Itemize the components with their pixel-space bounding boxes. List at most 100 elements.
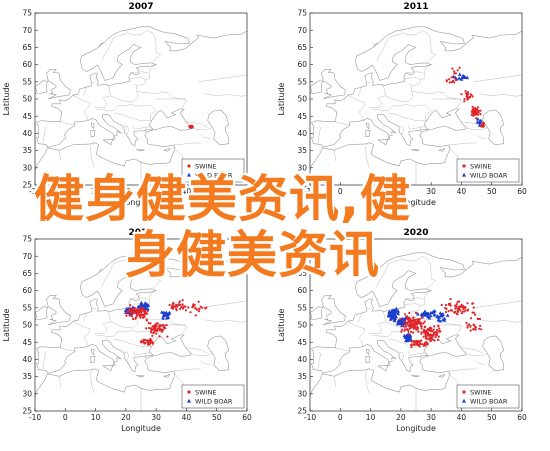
country-border [385,83,414,103]
swine-point [460,312,463,315]
swine-point [198,307,201,311]
swine-point [151,334,154,337]
swine-point [410,323,413,326]
swine-point [468,95,472,98]
swine-point [422,344,425,347]
y-tick-label: 45 [297,112,307,121]
wild-boar-point [476,117,480,121]
swine-point [180,306,183,309]
y-axis-label: Latitude [277,308,286,341]
swine-point [164,327,167,330]
coastline [310,80,324,94]
country-border [408,118,427,121]
swine-point [465,321,468,324]
swine-point [153,330,156,334]
swine-point [427,334,430,337]
country-border [72,321,91,347]
swine-point [184,309,187,312]
country-border [333,376,336,387]
swine-point [438,327,441,330]
x-tick-label: 30 [151,413,161,422]
y-axis-label: Latitude [2,82,11,115]
swine-point [406,323,409,326]
x-tick-label: 40 [457,413,467,422]
panel-title: 2011 [403,2,428,12]
swine-point [145,339,148,342]
x-tick-label: 60 [242,413,252,422]
country-border [113,112,134,119]
swine-point [158,335,161,338]
x-tick-label: 0 [63,413,68,422]
country-border [475,134,486,140]
swine-point [466,308,470,311]
country-border [97,104,133,112]
swine-point [481,125,484,128]
x-tick-label: 30 [151,187,161,196]
swine-point [448,302,452,305]
country-border [101,259,128,288]
wild-boar-point [462,75,466,79]
coastline [311,26,522,123]
wild-boar-point [422,311,427,315]
swine-point [433,325,436,328]
swine-point [131,310,134,313]
wild-boar-point [457,72,462,76]
swine-point [161,328,165,331]
swine-point [401,328,404,331]
swine-point [420,332,423,335]
swine-point [410,344,413,347]
swine-point [154,327,157,330]
swine-point [466,302,469,305]
y-tick-label: 50 [22,95,32,104]
y-tick-label: 70 [297,26,307,35]
country-border [473,300,522,309]
country-border [317,126,321,144]
x-tick-label: 50 [212,413,222,422]
country-border [136,90,188,110]
swine-point [463,306,466,309]
country-border [123,351,130,361]
swine-point [401,324,404,327]
outbreak-points [386,298,483,349]
swine-point [432,328,435,331]
swine-point [145,318,148,321]
wild-boar-point [425,311,430,315]
country-border [473,74,522,83]
swine-point [158,324,161,327]
swine-point [201,306,204,309]
country-border [372,330,408,338]
coastline [373,43,379,48]
y-tick-label: 25 [297,181,307,190]
swine-point [157,327,160,330]
map-svg: 2007 75 70 65 60 55 50 45 40 35 30 25-10 0 10 20 30 40 50… [2,2,252,207]
wild-boar-point [438,311,443,315]
swine-point [151,340,154,343]
country-border [398,351,405,361]
swine-point [142,338,145,341]
legend-label: SWINE [195,388,216,396]
coastline [366,122,370,130]
swine-point [430,327,433,330]
swine-point [420,343,424,346]
wild-boar-point [428,313,433,318]
plot-area [310,13,522,185]
country-border [174,142,201,145]
swine-point [412,322,415,325]
wild-boar-point [440,313,444,317]
country-border [90,368,95,394]
country-border [42,352,46,370]
country-border [133,344,152,347]
swine-point [431,330,434,333]
swine-point [412,343,415,346]
swine-point [433,339,436,342]
swine-point [460,93,463,96]
x-tick-label: 50 [487,187,497,196]
swine-point [424,337,427,340]
wild-boar-point [432,313,437,317]
coastline [35,108,192,172]
y-tick-label: 45 [22,338,32,347]
country-border [110,83,139,103]
wild-boar-point [396,311,401,316]
y-tick-label: 75 [22,235,32,244]
swine-point [428,329,431,332]
